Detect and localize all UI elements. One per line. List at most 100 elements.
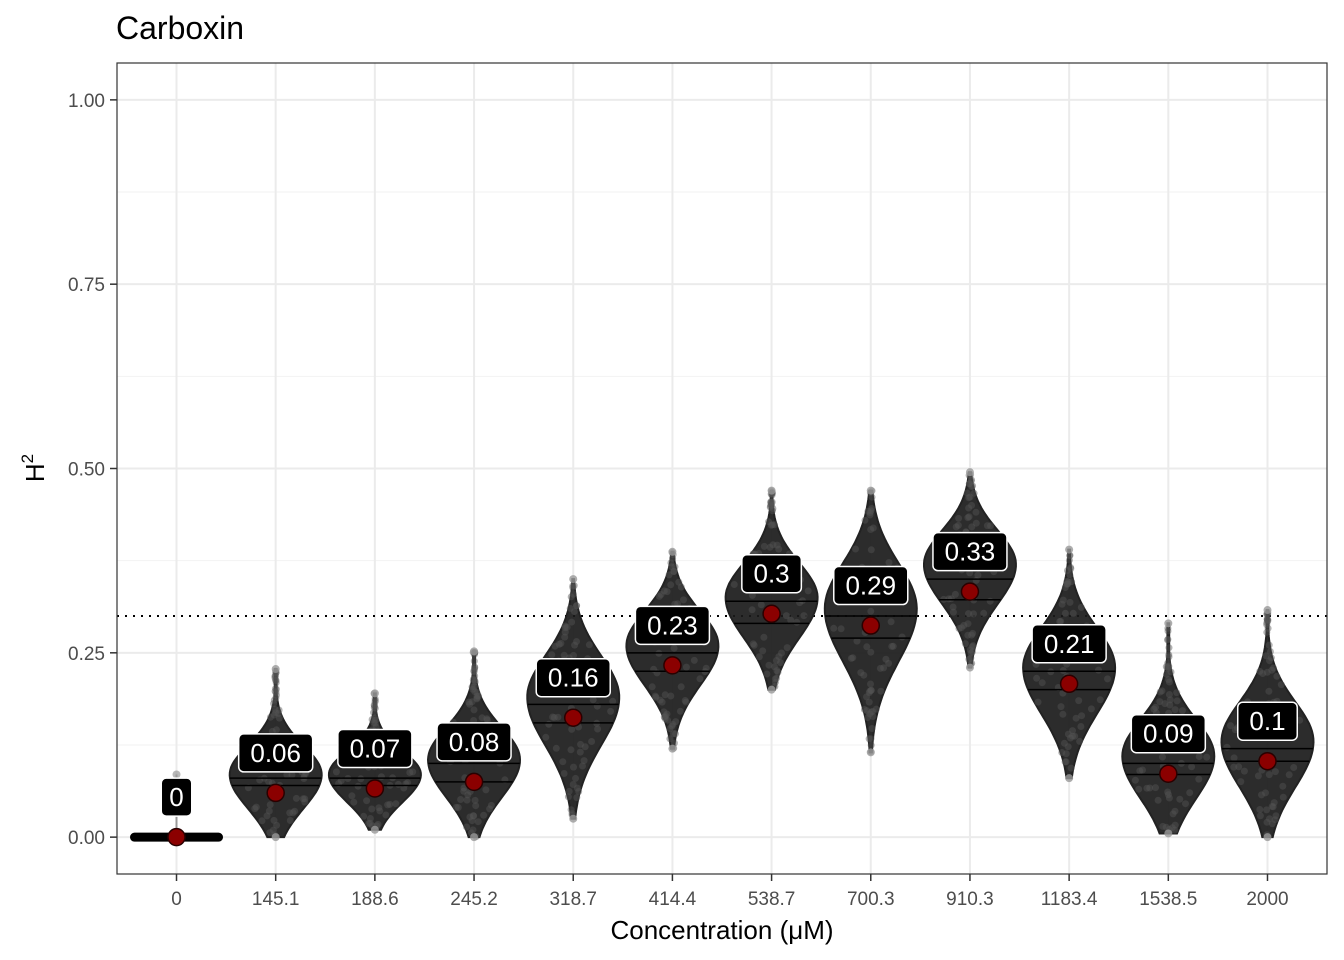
violin-point bbox=[865, 735, 873, 743]
mean-point bbox=[1059, 674, 1079, 694]
violin-point bbox=[866, 511, 874, 519]
violin-point bbox=[964, 514, 972, 522]
violin-point bbox=[876, 664, 884, 672]
violin-point bbox=[471, 676, 479, 684]
violin-point bbox=[668, 722, 676, 730]
violin-point bbox=[1264, 617, 1272, 625]
violin-point bbox=[463, 796, 471, 804]
violin-point bbox=[573, 794, 581, 802]
violin-point bbox=[986, 597, 994, 605]
violin-point bbox=[1087, 705, 1095, 713]
violin-point bbox=[471, 688, 479, 696]
violin-point bbox=[1254, 772, 1262, 780]
violin-point bbox=[1263, 619, 1271, 627]
violin-point bbox=[1152, 703, 1160, 711]
violin-point bbox=[471, 672, 479, 680]
violin-point bbox=[945, 595, 953, 603]
violin-point bbox=[554, 713, 562, 721]
violin-point bbox=[1159, 822, 1167, 830]
violin-point bbox=[677, 583, 685, 591]
violin-point bbox=[1165, 678, 1173, 686]
violin-point bbox=[1069, 727, 1076, 735]
violin-point bbox=[773, 667, 781, 675]
violin-point bbox=[1164, 659, 1172, 667]
x-tick-label: 910.3 bbox=[946, 889, 994, 910]
violin-point bbox=[567, 746, 575, 754]
mean-label-box bbox=[741, 553, 803, 594]
x-tick-label: 700.3 bbox=[847, 889, 895, 910]
violin-point bbox=[292, 794, 300, 802]
violin-point bbox=[1273, 672, 1281, 680]
violin-point bbox=[542, 733, 550, 741]
violin-point bbox=[1152, 784, 1159, 792]
x-tick-label: 145.1 bbox=[252, 889, 300, 910]
violin-point bbox=[470, 668, 478, 676]
violin-point bbox=[669, 720, 677, 728]
y-axis-title-base: H bbox=[20, 463, 50, 482]
violin-point bbox=[682, 663, 690, 671]
violin-point bbox=[682, 698, 690, 706]
violin-point bbox=[782, 612, 790, 620]
violin-point bbox=[269, 826, 277, 834]
y-tick-label: 0.75 bbox=[68, 275, 105, 296]
violin-point bbox=[1167, 668, 1175, 676]
violin-point bbox=[560, 770, 568, 777]
violin-group-318-7 bbox=[526, 575, 621, 823]
mean-point bbox=[1159, 764, 1178, 783]
violin-point bbox=[1264, 624, 1272, 632]
mean-label-2000: 0.1 bbox=[1236, 701, 1298, 741]
violin-point bbox=[1263, 616, 1271, 624]
violin-point bbox=[767, 501, 775, 509]
violin-point bbox=[568, 725, 576, 733]
violin-point bbox=[1279, 793, 1287, 801]
violin-point bbox=[968, 523, 976, 531]
violin-point bbox=[1057, 703, 1065, 711]
violin-point bbox=[968, 476, 975, 484]
violin-point bbox=[766, 503, 774, 511]
violin-point bbox=[483, 716, 491, 724]
violin-point bbox=[670, 567, 678, 575]
violin-point bbox=[607, 707, 615, 715]
violin-point bbox=[1164, 791, 1172, 799]
violin-point bbox=[1188, 763, 1196, 771]
violin-point bbox=[568, 618, 576, 626]
violin-point bbox=[866, 687, 874, 695]
mean-label-text: 0.3 bbox=[754, 559, 790, 589]
violin-point bbox=[271, 705, 279, 713]
x-tick-label: 1538.5 bbox=[1139, 889, 1197, 910]
mean-point bbox=[563, 708, 583, 727]
violin-point bbox=[1077, 603, 1085, 611]
violin-point bbox=[772, 657, 780, 664]
violin-point bbox=[366, 815, 374, 822]
violin-point bbox=[557, 639, 565, 647]
violin-point bbox=[471, 796, 479, 804]
violin-point bbox=[800, 612, 808, 620]
violin-point bbox=[573, 784, 581, 792]
violin-point bbox=[760, 542, 768, 550]
violin-point bbox=[1067, 734, 1074, 742]
violin-point bbox=[1061, 584, 1069, 591]
violin-point bbox=[1173, 697, 1181, 705]
violin-point bbox=[768, 521, 776, 529]
mean-point bbox=[464, 772, 484, 792]
violin-point bbox=[478, 714, 486, 722]
violin-point bbox=[1143, 784, 1151, 792]
violin-point bbox=[1154, 796, 1162, 804]
mean-label-700-3: 0.29 bbox=[833, 565, 909, 606]
violin-point bbox=[272, 676, 280, 684]
violin-point bbox=[392, 800, 400, 808]
violin-point bbox=[867, 607, 875, 615]
violin-point bbox=[368, 805, 376, 813]
violin-point bbox=[272, 709, 280, 717]
violin-point bbox=[1165, 794, 1173, 802]
violin-point bbox=[1150, 705, 1158, 713]
violin-point bbox=[898, 633, 906, 641]
violin-point bbox=[783, 644, 791, 652]
violin-point bbox=[470, 833, 479, 842]
violin-point bbox=[377, 773, 385, 781]
violin-point bbox=[1067, 764, 1075, 772]
violin-point bbox=[652, 693, 660, 701]
violin-point bbox=[575, 788, 583, 795]
violin-point bbox=[1056, 618, 1064, 625]
violin-point bbox=[1279, 782, 1287, 790]
